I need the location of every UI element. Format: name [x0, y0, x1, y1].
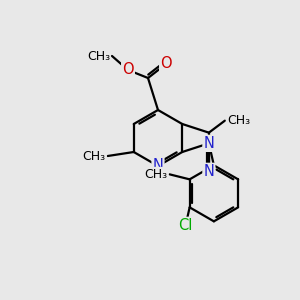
Text: N: N [203, 164, 214, 179]
Text: Cl: Cl [178, 218, 193, 233]
Text: CH₃: CH₃ [87, 50, 110, 62]
Text: N: N [203, 136, 214, 151]
Text: O: O [160, 56, 172, 71]
Text: O: O [122, 62, 134, 77]
Text: CH₃: CH₃ [227, 114, 250, 127]
Text: CH₃: CH₃ [145, 168, 168, 181]
Text: CH₃: CH₃ [82, 149, 106, 163]
Text: N: N [153, 158, 164, 173]
